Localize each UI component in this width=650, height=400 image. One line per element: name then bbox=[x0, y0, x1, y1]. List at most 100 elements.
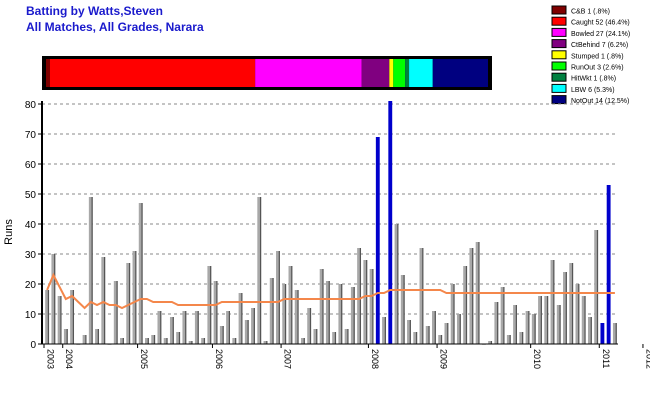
x-tick-label-2008: 2008 bbox=[370, 349, 380, 369]
x-tick-label-2007: 2007 bbox=[283, 349, 293, 369]
runs-bar-0 bbox=[45, 290, 50, 344]
runs-bar-shade-33 bbox=[253, 308, 255, 344]
runs-bar-31 bbox=[238, 293, 243, 344]
runs-bar-shade-43 bbox=[316, 329, 318, 344]
runs-bar-shade-11 bbox=[116, 281, 118, 344]
runs-bar-39 bbox=[288, 266, 293, 344]
runs-bar-shade-57 bbox=[403, 275, 405, 344]
runs-bar-73 bbox=[500, 287, 505, 344]
runs-bar-shade-86 bbox=[584, 296, 586, 344]
runs-bar-46 bbox=[332, 332, 337, 344]
runs-bar-shade-41 bbox=[303, 338, 305, 344]
runs-bar-shade-31 bbox=[241, 293, 243, 344]
dismissal-segment-4 bbox=[389, 59, 394, 87]
runs-bar-79 bbox=[538, 296, 542, 344]
runs-bar-shade-32 bbox=[247, 320, 249, 344]
runs-bar-21 bbox=[176, 332, 181, 344]
runs-bar-shade-64 bbox=[447, 323, 449, 344]
x-tick-labels: 2003 2004 2005 2006 2007 2008 2009 2010 2011 2012… bbox=[43, 344, 650, 369]
runs-bar-shade-54 bbox=[384, 317, 386, 344]
runs-bar-19 bbox=[163, 338, 168, 344]
runs-bar-shade-9 bbox=[104, 257, 106, 344]
runs-bar-shade-19 bbox=[166, 338, 168, 344]
legend-swatch-2 bbox=[551, 27, 567, 37]
runs-bar-67 bbox=[463, 266, 468, 344]
runs-bar-41 bbox=[300, 338, 305, 344]
legend-swatch-7 bbox=[551, 83, 567, 93]
runs-bar-shade-40 bbox=[297, 290, 299, 344]
runs-bar-59 bbox=[413, 332, 418, 344]
runs-bar-shade-78 bbox=[534, 314, 536, 344]
legend-label-4: Stumped 1 (.8%) bbox=[571, 53, 624, 60]
x-tick-label-2006: 2006 bbox=[214, 349, 224, 369]
runs-bar-65 bbox=[450, 284, 455, 344]
runs-bar-1 bbox=[51, 254, 56, 344]
runs-bar-35 bbox=[263, 341, 268, 344]
runs-bar-shade-72 bbox=[497, 302, 499, 344]
y-tick-labels: 0 10 20 30 40 50 60 70 80 bbox=[25, 100, 42, 351]
runs-bar-shade-24 bbox=[197, 311, 199, 344]
dismissal-segment-6 bbox=[405, 59, 410, 87]
runs-bar-85 bbox=[575, 284, 580, 344]
runs-bar-shade-60 bbox=[422, 248, 424, 344]
runs-bar-shade-81 bbox=[553, 260, 555, 344]
runs-bar-43 bbox=[313, 329, 318, 344]
runs-bar-90 bbox=[606, 185, 611, 344]
runs-bar-49 bbox=[350, 287, 355, 344]
runs-bar-57 bbox=[400, 275, 405, 344]
runs-bar-shade-34 bbox=[259, 197, 262, 344]
runs-bar-91 bbox=[612, 323, 617, 344]
legend-label-1: Caught 52 (46.4%) bbox=[571, 20, 630, 27]
runs-bar-shade-73 bbox=[503, 287, 505, 344]
runs-bar-shade-22 bbox=[185, 311, 187, 344]
runs-bar-14 bbox=[132, 251, 137, 344]
legend-swatch-5 bbox=[551, 61, 567, 71]
legend-swatch-8 bbox=[551, 95, 567, 105]
runs-bar-shade-6 bbox=[85, 335, 87, 344]
y-tick-label-40: 40 bbox=[25, 220, 37, 231]
runs-bar-shade-29 bbox=[228, 311, 230, 344]
runs-bar-84 bbox=[569, 263, 574, 344]
x-tick-label-2004: 2004 bbox=[64, 349, 74, 369]
runs-bar-68 bbox=[469, 248, 474, 344]
page-title: Batting by Watts,Steven bbox=[26, 4, 163, 18]
x-tick-label-2010: 2010 bbox=[532, 349, 542, 369]
runs-bar-shade-58 bbox=[409, 320, 411, 344]
runs-bar-40 bbox=[294, 290, 299, 344]
runs-bar-shade-44 bbox=[322, 269, 324, 344]
runs-bar-shade-75 bbox=[515, 305, 517, 344]
runs-bar-38 bbox=[282, 284, 287, 344]
runs-bar-shade-77 bbox=[528, 311, 530, 344]
runs-bar-4 bbox=[70, 290, 75, 344]
runs-bar-shade-0 bbox=[47, 290, 50, 344]
y-tick-label-10: 10 bbox=[25, 310, 37, 321]
x-tick-label-2003: 2003 bbox=[46, 349, 56, 369]
legend-label-7: LBW 6 (5.3%) bbox=[571, 87, 615, 94]
runs-bar-shade-25 bbox=[203, 338, 206, 344]
runs-bar-shade-61 bbox=[428, 326, 430, 344]
dismissal-segment-1 bbox=[49, 59, 256, 87]
legend-swatch-4 bbox=[551, 50, 567, 60]
dismissal-segment-7 bbox=[409, 59, 433, 87]
runs-bar-77 bbox=[525, 311, 530, 344]
runs-bar-shade-91 bbox=[615, 323, 617, 344]
runs-bar-52 bbox=[369, 269, 374, 344]
runs-bar-89 bbox=[600, 323, 605, 344]
runs-bar-shade-35 bbox=[266, 341, 268, 344]
runs-bar-37 bbox=[276, 251, 280, 344]
runs-bar-shade-36 bbox=[272, 278, 274, 344]
runs-bar-34 bbox=[257, 197, 262, 344]
runs-bar-87 bbox=[587, 317, 592, 344]
runs-bar-75 bbox=[513, 305, 517, 344]
runs-bar-53 bbox=[375, 137, 380, 344]
runs-bar-33 bbox=[251, 308, 255, 344]
y-axis-label: Runs bbox=[3, 219, 15, 245]
runs-bar-60 bbox=[419, 248, 424, 344]
legend-label-0: C&B 1 (.8%) bbox=[571, 9, 610, 16]
runs-bar-78 bbox=[531, 314, 536, 344]
y-tick-label-70: 70 bbox=[25, 130, 37, 141]
runs-bar-42 bbox=[307, 308, 312, 344]
runs-bar-3 bbox=[63, 329, 68, 344]
runs-bar-23 bbox=[188, 341, 193, 344]
